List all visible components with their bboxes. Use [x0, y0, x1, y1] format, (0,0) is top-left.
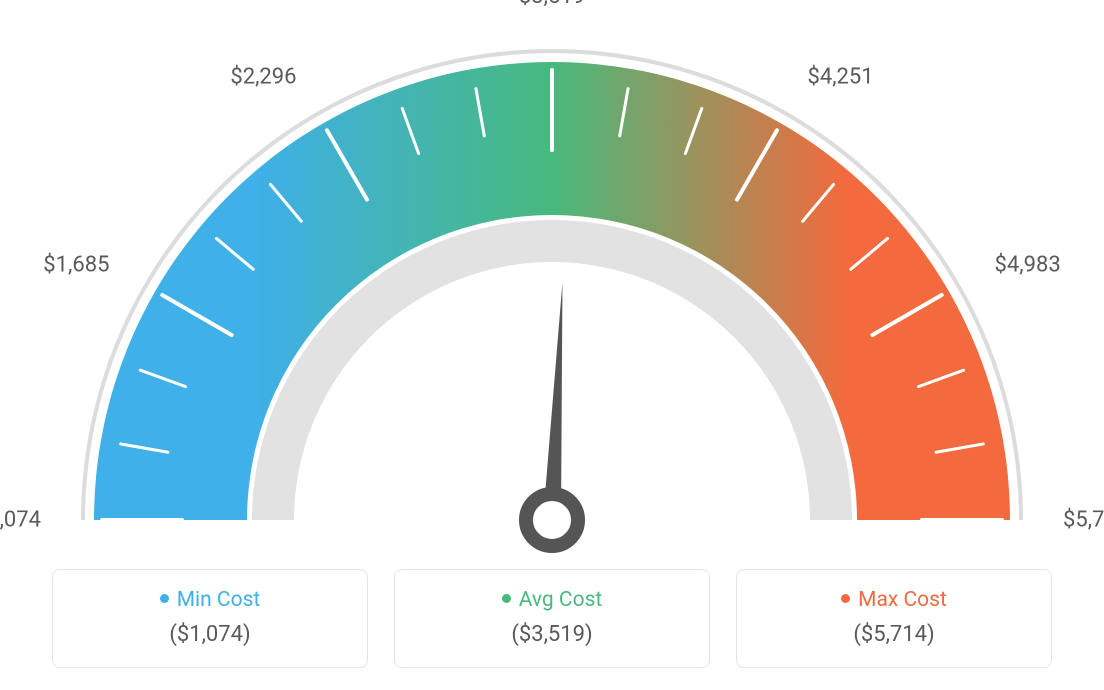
legend-title-avg: Avg Cost [405, 588, 699, 612]
gauge-tick-label: $1,074 [0, 508, 41, 533]
gauge-chart: $1,074 $1,685 $2,296 $3,519 $4,251 $4,983 $5,7… [0, 0, 1104, 560]
legend-card-max: Max Cost ($5,714) [736, 569, 1052, 668]
legend-value-avg: ($3,519) [405, 622, 699, 647]
gauge-svg [52, 20, 1052, 560]
gauge-tick-label: $4,251 [808, 65, 874, 90]
legend-value-max: ($5,714) [747, 622, 1041, 647]
legend-card-avg: Avg Cost ($3,519) [394, 569, 710, 668]
legend-value-min: ($1,074) [63, 622, 357, 647]
legend-row: Min Cost ($1,074) Avg Cost ($3,519) Max … [52, 569, 1052, 668]
dot-icon [160, 594, 169, 603]
legend-card-min: Min Cost ($1,074) [52, 569, 368, 668]
legend-title-text: Min Cost [177, 588, 261, 612]
gauge-tick-label: $2,296 [230, 65, 296, 90]
legend-title-text: Max Cost [858, 588, 947, 612]
legend-title-text: Avg Cost [519, 588, 603, 612]
dot-icon [841, 594, 850, 603]
legend-title-min: Min Cost [63, 588, 357, 612]
legend-title-max: Max Cost [747, 588, 1041, 612]
gauge-tick-label: $5,714 [1063, 508, 1104, 533]
dot-icon [502, 594, 511, 603]
gauge-tick-label: $1,685 [43, 252, 109, 277]
gauge-tick-label: $3,519 [519, 0, 585, 9]
gauge-tick-label: $4,983 [995, 252, 1061, 277]
